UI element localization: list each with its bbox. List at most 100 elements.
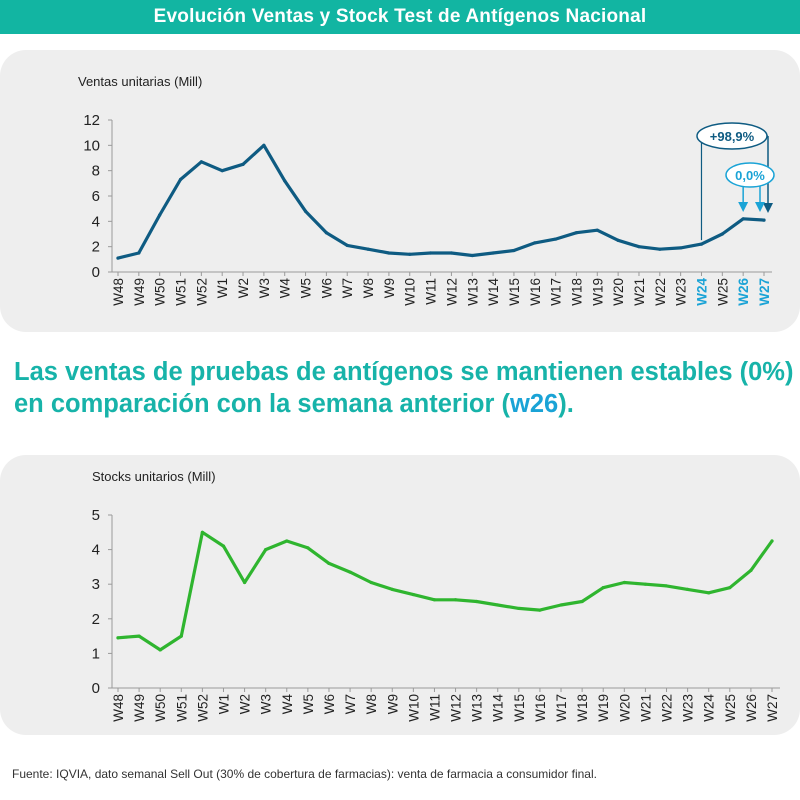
x-tick-label: W19 — [590, 278, 605, 306]
x-tick-label: W9 — [385, 694, 400, 714]
y-tick-label: 0 — [92, 680, 100, 697]
data-point — [637, 245, 641, 249]
chart-title: Ventas unitarias (Mill) — [78, 74, 202, 89]
x-tick-label: W14 — [491, 694, 506, 722]
x-tick-label: W24 — [694, 278, 709, 306]
x-tick-label: W7 — [340, 278, 355, 298]
x-tick-label: W14 — [486, 278, 501, 306]
data-point — [303, 209, 308, 213]
x-tick-label: W9 — [382, 278, 397, 298]
y-tick-label: 10 — [83, 137, 100, 154]
annotation-bubble — [696, 122, 768, 150]
data-point — [428, 251, 433, 255]
data-point — [475, 599, 479, 604]
headline-highlight: w26 — [510, 390, 559, 418]
data-point — [762, 218, 766, 222]
chart-title: Stocks unitarios (Mill) — [92, 469, 216, 484]
data-point — [699, 242, 704, 246]
x-tick-label: W27 — [765, 694, 780, 722]
x-tick-label: W21 — [638, 694, 653, 722]
data-point — [449, 251, 454, 255]
x-tick-label: W51 — [174, 278, 189, 306]
data-point — [411, 592, 415, 597]
data-point — [491, 251, 495, 255]
x-tick-label: W12 — [449, 694, 464, 722]
x-tick-label: W22 — [653, 278, 668, 306]
x-tick-label: W13 — [470, 694, 485, 722]
x-tick-label: W12 — [444, 278, 459, 306]
x-tick-label: W5 — [301, 694, 316, 714]
data-point — [686, 587, 690, 591]
data-point — [408, 252, 412, 256]
y-tick-label: 6 — [92, 188, 100, 205]
data-point — [327, 561, 331, 566]
stock-chart: Stocks unitarios (Mill) 0 1 2 3 4 5 W48 W49 W50 W5… — [92, 469, 780, 722]
x-tick-label: W27 — [757, 278, 772, 306]
stock-chart-panel: Stocks unitarios (Mill) 0 1 2 3 4 5 W48 W49 W50 W5… — [0, 455, 800, 735]
x-tick-label: W4 — [278, 278, 293, 299]
x-tick-label: W11 — [424, 278, 439, 305]
data-point — [116, 636, 120, 640]
data-point — [720, 232, 724, 236]
x-tick-label: W48 — [111, 694, 126, 722]
x-tick-label: W1 — [215, 278, 230, 298]
data-point — [496, 603, 500, 607]
data-point — [369, 580, 373, 585]
x-tick-label: W26 — [744, 694, 759, 722]
data-point — [179, 634, 183, 638]
data-point — [158, 648, 162, 652]
data-point — [664, 584, 669, 588]
data-point — [554, 237, 558, 241]
x-tick-label: W15 — [507, 278, 522, 306]
x-tick-label: W49 — [132, 694, 147, 722]
data-point — [262, 143, 266, 147]
data-point — [324, 231, 328, 235]
y-tick-label: 2 — [92, 239, 100, 256]
data-point — [749, 568, 753, 572]
data-point — [306, 546, 310, 550]
annotation-label: +98,9% — [710, 129, 755, 144]
x-tick-label: W23 — [681, 694, 696, 722]
data-point — [137, 251, 141, 255]
data-point — [616, 238, 620, 242]
y-tick-label: 8 — [92, 163, 100, 180]
x-tick-label: W20 — [611, 278, 626, 306]
x-tick-label: W24 — [702, 694, 717, 722]
annotation-bubble — [725, 162, 775, 188]
data-point — [241, 162, 245, 166]
x-tick-label: W22 — [660, 694, 675, 722]
data-point — [390, 587, 394, 591]
x-tick-label: W23 — [674, 278, 689, 306]
data-point — [366, 247, 370, 251]
data-point — [470, 253, 474, 258]
x-tick-label: W17 — [549, 278, 564, 306]
data-point — [432, 598, 437, 602]
data-point — [601, 586, 605, 590]
source-footnote: Fuente: IQVIA, dato semanal Sell Out (30… — [12, 767, 597, 781]
x-tick-label: W50 — [153, 278, 168, 306]
x-tick-label: W18 — [575, 694, 590, 722]
data-point — [574, 231, 579, 235]
x-tick-label: W50 — [153, 694, 168, 722]
x-tick-label: W10 — [406, 694, 421, 722]
data-point — [643, 582, 648, 586]
y-tick-label: 2 — [92, 611, 100, 628]
y-tick-label: 4 — [92, 542, 100, 559]
x-tick-label: W25 — [715, 278, 730, 306]
headline: Las ventas de pruebas de antígenos se ma… — [14, 356, 794, 420]
data-point — [348, 570, 352, 574]
x-tick-label: W1 — [216, 694, 231, 714]
x-tick-label: W8 — [361, 278, 376, 298]
data-point — [137, 634, 141, 638]
y-tick-label: 3 — [92, 576, 100, 593]
data-point — [707, 591, 711, 595]
page-title: Evolución Ventas y Stock Test de Antígen… — [153, 6, 647, 27]
annotation-arrow-head — [763, 203, 773, 213]
x-tick-label: W15 — [512, 694, 527, 722]
series-line — [116, 530, 774, 652]
x-tick-label: W3 — [257, 278, 272, 298]
y-tick-label: 0 — [92, 264, 100, 281]
data-point — [622, 580, 626, 585]
x-tick-label: W16 — [528, 278, 543, 306]
headline-text-1: Las ventas de pruebas de antígenos se ma… — [14, 358, 794, 418]
